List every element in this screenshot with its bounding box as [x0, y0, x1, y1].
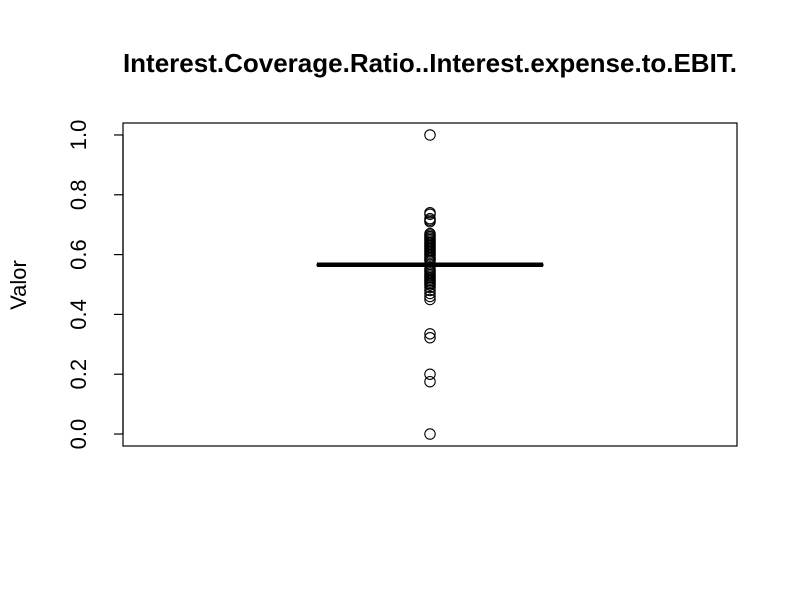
outlier-point: [424, 254, 436, 267]
outlier-points: [424, 129, 436, 440]
outlier-point: [424, 290, 436, 303]
outlier-point: [424, 428, 436, 440]
y-axis-label: Valor: [6, 260, 31, 310]
outlier-point: [424, 293, 436, 306]
outlier-point: [424, 375, 436, 388]
outlier-point: [424, 215, 436, 228]
chart-title: Interest.Coverage.Ratio..Interest.expens…: [123, 48, 737, 78]
y-tick-label: 0.6: [66, 239, 91, 270]
outlier-point: [424, 331, 436, 344]
outlier-point: [424, 129, 436, 141]
y-axis-ticks: 0.0 0.2 0.4 0.6 0.8 1.0: [66, 120, 123, 450]
y-tick-label: 1.0: [66, 120, 91, 151]
outlier-point: [424, 208, 436, 220]
y-tick-label: 0.4: [66, 299, 91, 330]
outlier-point: [424, 281, 436, 294]
y-tick-label: 0.2: [66, 359, 91, 390]
y-tick-label: 0.0: [66, 419, 91, 450]
outlier-point: [424, 328, 436, 340]
outlier-point: [424, 287, 436, 300]
y-tick-label: 0.8: [66, 179, 91, 210]
outlier-point: [424, 368, 436, 380]
outlier-point: [424, 284, 436, 297]
